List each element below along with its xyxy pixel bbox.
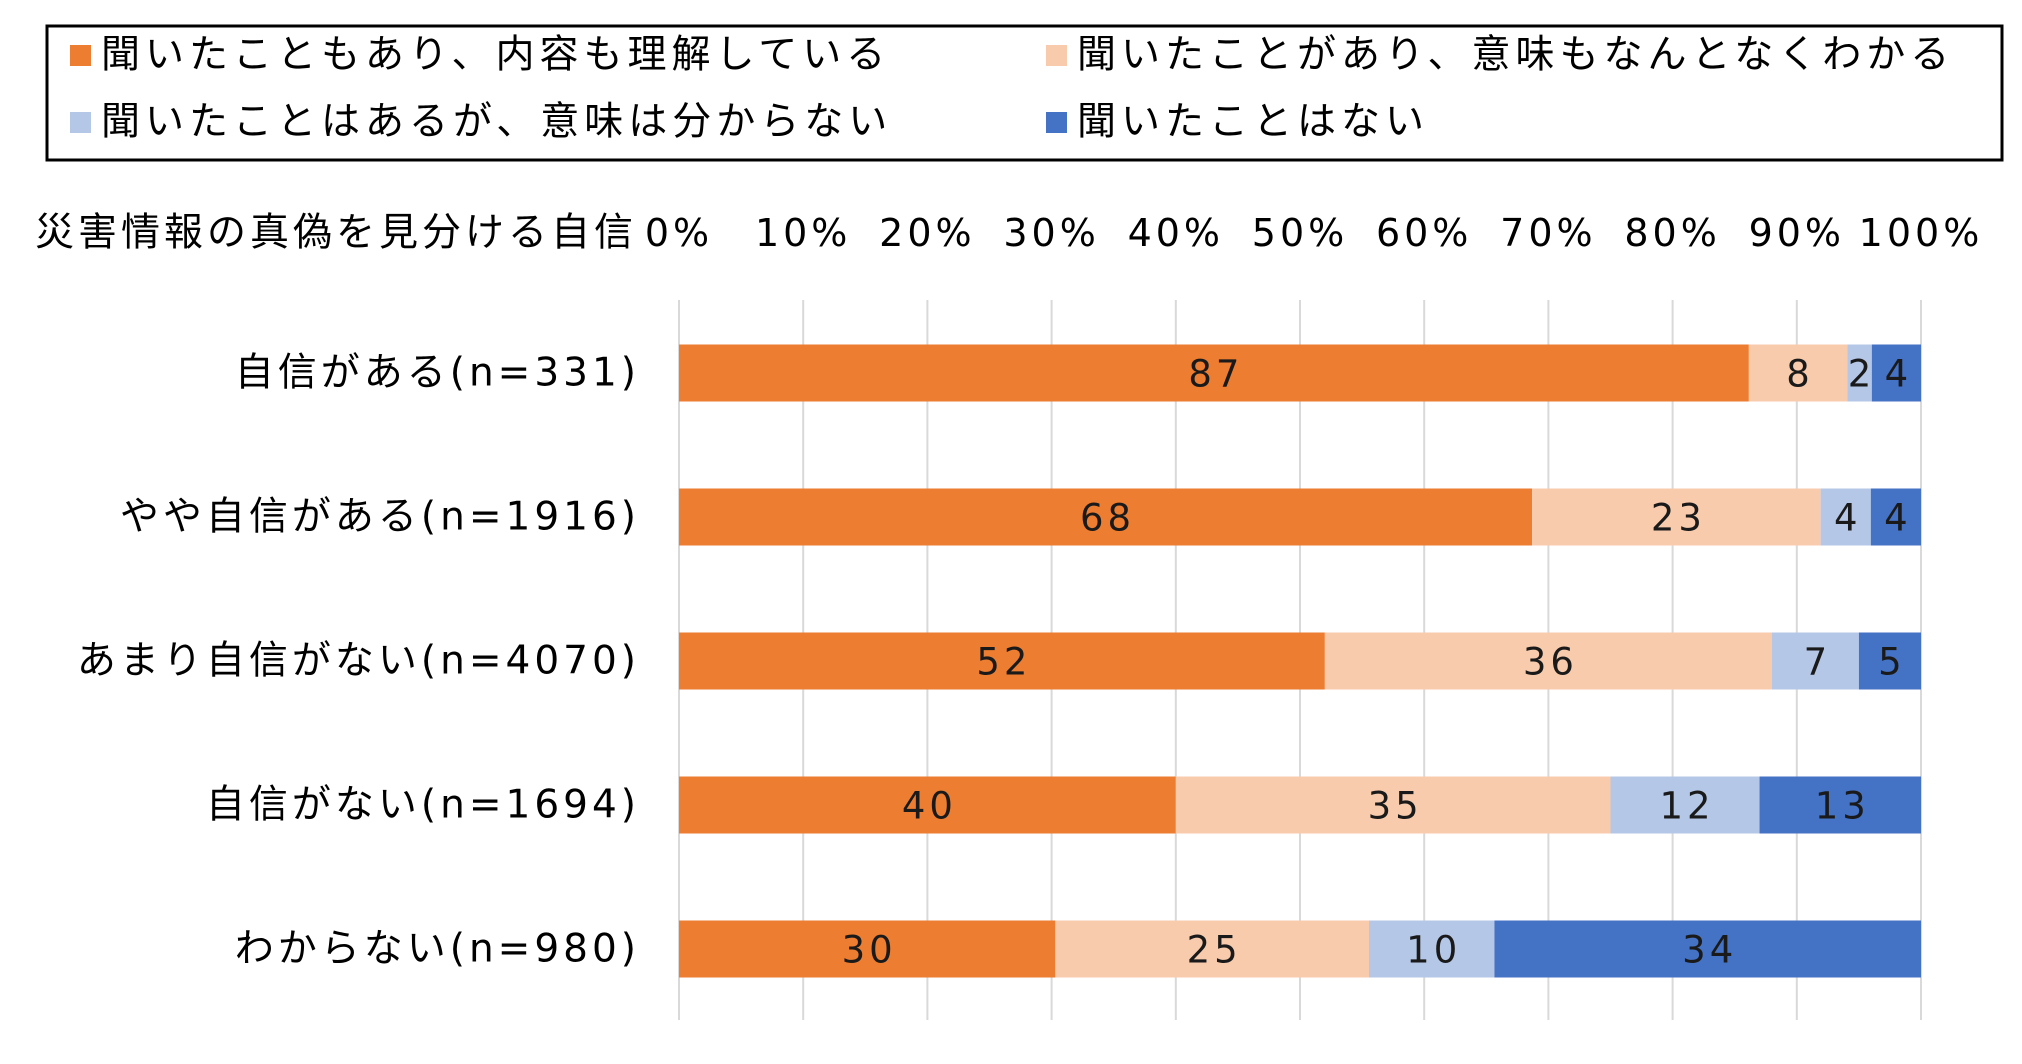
x-tick-label: 100% <box>1859 211 1984 255</box>
x-tick-label: 90% <box>1749 211 1845 255</box>
bar-segment <box>1871 344 1921 402</box>
bar-segment <box>1771 632 1859 690</box>
bar-segment <box>1494 920 1921 978</box>
bar-segment <box>1748 344 1848 402</box>
data-label: 4 <box>1834 497 1862 540</box>
legend-label: 聞いたことはあるが、意味は分からない <box>101 100 892 145</box>
data-label: 8 <box>1786 353 1814 396</box>
data-label: 10 <box>1406 929 1461 972</box>
legend-label: 聞いたことがあり、意味もなんとなくわかる <box>1077 33 1954 78</box>
bar-segment <box>679 632 1325 690</box>
bar-segment <box>1532 488 1821 546</box>
x-axis-tick-labels: 0% 10% 20% 30% 40% 50% 60% 70% 80% 90% 100% <box>645 211 1984 255</box>
bar-segment <box>679 920 1056 978</box>
data-label: 23 <box>1651 497 1706 540</box>
data-label: 36 <box>1523 641 1578 684</box>
bar-segment <box>679 344 1749 402</box>
data-label: 40 <box>902 785 957 828</box>
data-label: 5 <box>1878 641 1906 684</box>
x-tick-label: 50% <box>1252 211 1348 255</box>
data-label: 4 <box>1884 497 1912 540</box>
data-label: 87 <box>1188 353 1243 396</box>
bar-segment <box>1610 776 1760 834</box>
x-tick-label: 10% <box>755 211 851 255</box>
legend-label: 聞いたことはない <box>1077 100 1429 145</box>
category-label: あまり自信がない(n=4070) <box>77 639 640 684</box>
bar-segment <box>679 488 1533 546</box>
category-label: 自信がない(n=1694) <box>206 783 640 828</box>
bar-segment <box>1175 776 1611 834</box>
data-label: 25 <box>1187 929 1242 972</box>
legend: 聞いたこともあり、内容も理解している 聞いたことがあり、意味もなんとなくわかる聞い… <box>45 24 2004 162</box>
legend-swatch <box>70 112 91 133</box>
x-tick-label: 80% <box>1624 211 1720 255</box>
data-label: 52 <box>976 641 1031 684</box>
data-label: 68 <box>1080 497 1135 540</box>
data-label: 4 <box>1885 353 1913 396</box>
legend-swatch <box>1046 45 1067 66</box>
bar-segment <box>1858 632 1921 690</box>
data-label: 7 <box>1804 641 1832 684</box>
data-label: 13 <box>1815 785 1870 828</box>
legend-swatch <box>70 45 91 66</box>
x-tick-label: 60% <box>1376 211 1472 255</box>
bar-segment <box>1369 920 1495 978</box>
x-tick-label: 20% <box>879 211 975 255</box>
legend-swatch <box>1046 112 1067 133</box>
data-label: 2 <box>1848 353 1876 396</box>
x-tick-label: 0% <box>645 211 713 255</box>
x-tick-label: 70% <box>1500 211 1596 255</box>
data-label: 35 <box>1368 785 1423 828</box>
data-label: 12 <box>1659 785 1714 828</box>
bar-segment <box>1820 488 1871 546</box>
bar-segment <box>1870 488 1921 546</box>
x-tick-label: 40% <box>1128 211 1224 255</box>
legend-label: 聞いたこともあり、内容も理解している <box>101 33 890 78</box>
bar-segment <box>1055 920 1369 978</box>
bar-segment <box>1759 776 1921 834</box>
category-label: 自信がある(n=331) <box>235 351 640 396</box>
category-label: やや自信がある(n=1916) <box>120 495 640 540</box>
bar-segment <box>1847 344 1872 402</box>
data-label: 34 <box>1682 929 1737 972</box>
bar-segment <box>1324 632 1772 690</box>
x-tick-label: 30% <box>1003 211 1099 255</box>
category-label: わからない(n=980) <box>235 927 640 972</box>
category-labels: 自信がある(n=331) やや自信がある(n=1916) あまり自信がない(n=40… <box>77 351 640 972</box>
bar-segment <box>679 776 1176 834</box>
legend-frame <box>45 24 2004 162</box>
data-label: 30 <box>842 929 897 972</box>
axis-title: 災害情報の真偽を見分ける自信 <box>35 211 637 256</box>
